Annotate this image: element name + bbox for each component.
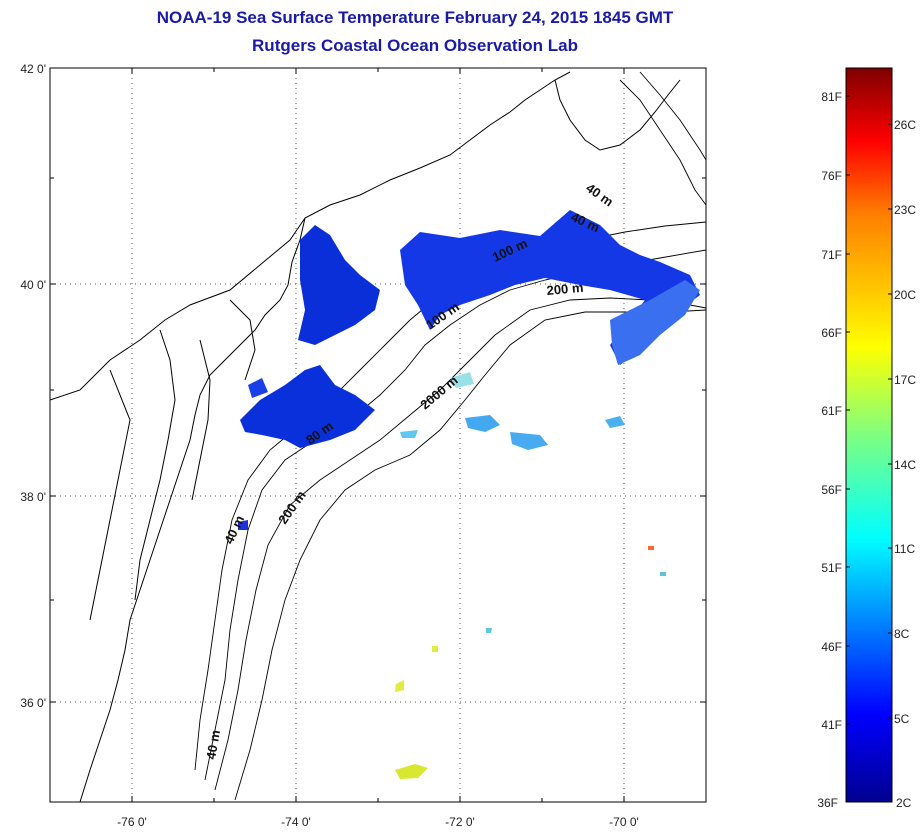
axis-ticks <box>50 68 706 802</box>
c-label: 17C <box>894 373 916 387</box>
c-label: 20C <box>894 288 916 302</box>
map-subtitle: Rutgers Coastal Ocean Observation Lab <box>252 36 578 55</box>
c-label: 11C <box>894 542 915 556</box>
lon-tick-label: -74 0' <box>281 815 311 829</box>
colorbar-c-labels: 26C 23C 20C 17C 14C 11C 8C 5C 2C <box>894 118 916 810</box>
map-title: NOAA-19 Sea Surface Temperature February… <box>156 8 674 27</box>
c-label: 2C <box>896 796 912 810</box>
f-label: 61F <box>821 404 842 418</box>
colorbar-ticks <box>846 95 892 725</box>
coastline <box>50 71 681 802</box>
f-label: 36F <box>817 796 838 810</box>
f-label: 71F <box>821 248 842 262</box>
lon-labels: -76 0' -74 0' -72 0' -70 0' <box>117 815 639 829</box>
colorbar-f-labels: 81F 76F 71F 66F 61F 56F 51F 46F 41F 36F <box>817 90 842 810</box>
c-label: 14C <box>894 458 916 472</box>
lat-tick-label: 42 0' <box>20 62 46 76</box>
f-label: 66F <box>821 326 842 340</box>
f-label: 76F <box>821 169 842 183</box>
f-label: 46F <box>821 640 842 654</box>
c-label: 26C <box>894 118 916 132</box>
bay-outline <box>89 299 256 621</box>
c-label: 23C <box>894 203 916 217</box>
lon-tick-label: -72 0' <box>445 815 475 829</box>
map-frame <box>49 67 707 803</box>
colorbar <box>845 67 893 803</box>
lat-labels: 42 0' 40 0' 38 0' 36 0' <box>20 62 46 710</box>
lat-tick-label: 40 0' <box>20 278 46 292</box>
f-label: 56F <box>821 483 842 497</box>
f-label: 41F <box>821 718 842 732</box>
c-label: 5C <box>894 712 910 726</box>
lon-tick-label: -70 0' <box>609 815 639 829</box>
f-label: 81F <box>821 90 842 104</box>
contour-label: 40 m <box>203 729 223 761</box>
contour-label: 200 m <box>546 280 584 298</box>
lon-tick-label: -76 0' <box>117 815 147 829</box>
sst-patches <box>238 210 700 779</box>
c-label: 8C <box>894 627 910 641</box>
f-label: 51F <box>821 561 842 575</box>
lat-tick-label: 36 0' <box>20 696 46 710</box>
lat-tick-label: 38 0' <box>20 490 46 504</box>
